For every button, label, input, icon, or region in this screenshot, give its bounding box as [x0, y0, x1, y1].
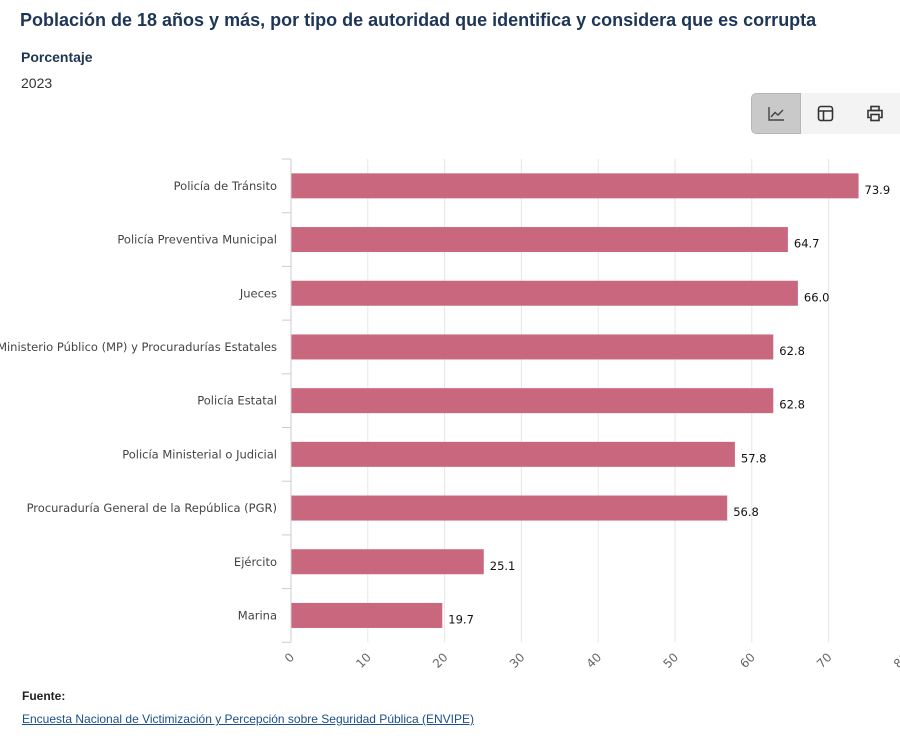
bar: [291, 388, 774, 414]
print-icon: [867, 105, 883, 122]
bar: [291, 602, 443, 628]
x-tick-label: 60: [737, 650, 758, 671]
bar: [291, 334, 774, 360]
x-tick-label: 0: [282, 650, 297, 665]
chart-toolbar: [751, 93, 900, 134]
data-label: 56.8: [733, 505, 759, 519]
data-label: 25.1: [490, 559, 516, 573]
x-tick-label: 70: [814, 650, 835, 671]
category-label: Ministerio Público (MP) y Procuradurías …: [0, 340, 277, 354]
data-label: 64.7: [794, 237, 820, 251]
table-view-button[interactable]: [801, 93, 851, 134]
data-label: 62.8: [779, 398, 805, 412]
source-label: Fuente:: [22, 689, 66, 703]
x-tick-label: 20: [430, 650, 451, 671]
data-label: 66.0: [804, 290, 830, 304]
data-label: 57.8: [741, 451, 767, 465]
category-label: Procuraduría General de la República (PG…: [27, 501, 277, 515]
x-tick-label: 40: [584, 650, 605, 671]
x-tick-label: 50: [660, 650, 681, 671]
x-tick-label: 10: [353, 650, 374, 671]
x-tick-label: 30: [507, 650, 528, 671]
category-label: Policía de Tránsito: [174, 179, 277, 193]
category-label: Jueces: [239, 286, 277, 300]
bar: [291, 280, 798, 306]
category-label: Policía Estatal: [197, 394, 277, 408]
category-label: Policía Ministerial o Judicial: [122, 447, 277, 461]
data-label: 62.8: [779, 344, 805, 358]
bar-chart: Policía de Tránsito 73.9 Policía Preventiv…: [0, 158, 900, 671]
source-link[interactable]: Encuesta Nacional de Victimización y Per…: [22, 712, 475, 726]
category-label: Policía Preventiva Municipal: [117, 233, 277, 247]
category-label: Ejército: [234, 555, 277, 569]
bar: [291, 441, 735, 467]
data-label: 73.9: [865, 183, 891, 197]
line-chart-icon: [768, 106, 784, 121]
chart-title: Población de 18 años y más, por tipo de …: [20, 10, 817, 30]
bar: [291, 227, 788, 253]
x-tick-label: 80: [891, 650, 900, 671]
print-button[interactable]: [850, 93, 900, 134]
category-label: Marina: [238, 608, 277, 622]
chart-view-button[interactable]: [751, 93, 801, 134]
bar: [291, 495, 728, 521]
bar: [291, 173, 859, 199]
table-icon: [817, 105, 834, 122]
bar: [291, 549, 484, 575]
chart-subtitle: Porcentaje: [21, 49, 93, 65]
data-label: 19.7: [448, 612, 474, 626]
chart-year: 2023: [21, 75, 53, 91]
